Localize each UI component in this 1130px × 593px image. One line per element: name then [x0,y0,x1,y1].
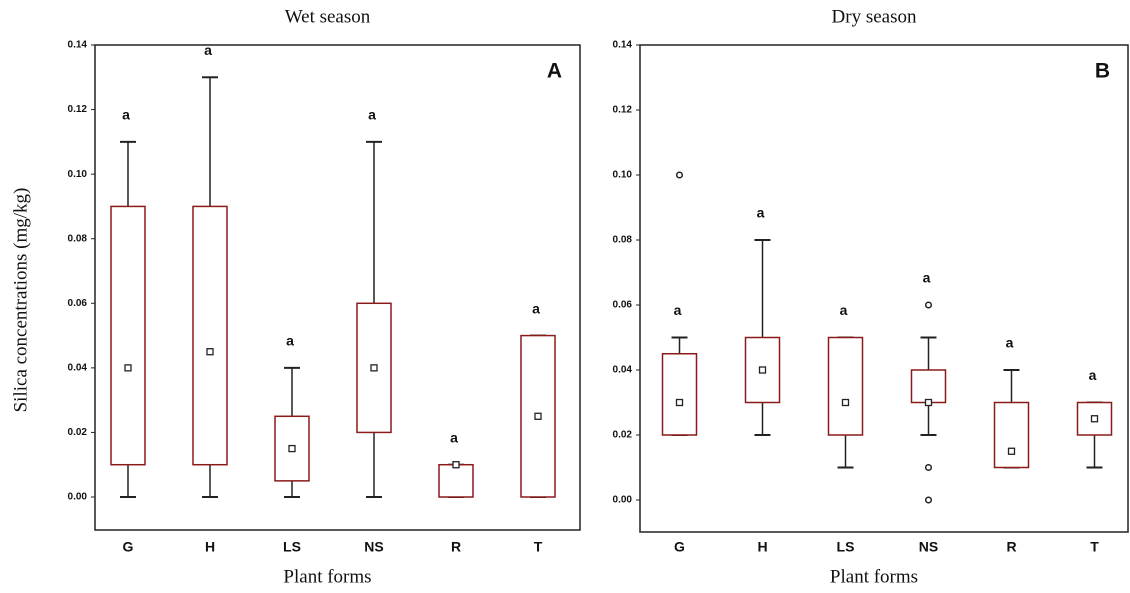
box [192,205,228,466]
x-tick-label: NS [919,539,938,555]
median-marker [534,412,542,420]
x-tick-label: H [205,539,215,555]
median-marker [675,398,684,407]
x-tick-label: G [123,539,134,555]
median-marker [288,444,296,453]
group-letter: a [122,107,130,123]
box [827,336,864,436]
group-letter: a [674,302,682,318]
x-tick-label: LS [283,539,301,555]
y-tick-label: 0.12 [68,104,88,115]
group-letter: a [1006,335,1014,351]
y-tick-label: 0.08 [68,233,88,244]
x-tick-label: T [534,539,543,555]
plot-frame [94,44,581,531]
y-tick-label: 0.02 [613,430,633,441]
x-tick-label: R [451,539,461,555]
y-tick-label: 0.06 [613,300,633,311]
box [661,353,698,436]
y-tick-label: 0.14 [613,40,633,51]
median-marker [924,398,933,407]
y-tick-label: 0.10 [68,169,88,180]
x-tick-label: G [674,539,685,555]
group-letter: a [204,42,212,58]
plot-frame [639,44,1129,533]
box [438,463,474,498]
y-tick-label: 0.10 [613,170,633,181]
median-marker [1090,415,1099,423]
y-tick-label: 0.02 [68,427,88,438]
box [993,401,1030,469]
x-tick-label: H [757,539,767,555]
y-tick-label: 0.00 [613,495,633,506]
median-marker [841,398,850,407]
panel-label: A [547,60,562,83]
group-letter: a [532,300,540,316]
box [110,205,146,466]
median-marker [206,348,214,356]
x-axis-label: Plant forms [830,566,918,587]
median-marker [124,364,132,372]
y-tick-label: 0.06 [68,298,88,309]
group-letter: a [1089,367,1097,383]
y-tick-label: 0.12 [613,105,633,116]
median-marker [370,364,378,372]
x-tick-label: R [1006,539,1016,555]
box [910,369,947,404]
x-tick-label: T [1090,539,1099,555]
outlier [675,171,684,179]
outlier [924,463,933,472]
y-tick-label: 0.14 [68,40,88,51]
y-tick-label: 0.08 [613,235,633,246]
group-letter: a [923,270,931,286]
group-letter: a [757,205,765,221]
y-tick-label: 0.04 [68,362,88,373]
chart-title: Dry season [832,6,917,27]
group-letter: a [840,302,848,318]
group-letter: a [286,333,294,349]
x-tick-label: LS [837,539,855,555]
y-axis-label: Silica concentrations (mg/kg) [10,188,31,413]
group-letter: a [368,107,376,123]
x-axis-label: Plant forms [283,566,371,587]
outlier [924,301,933,309]
median-marker [452,461,460,469]
y-tick-label: 0.00 [68,492,88,503]
outlier [924,496,933,504]
median-marker [758,366,767,374]
panel-label: B [1095,60,1110,83]
median-marker [1007,447,1016,455]
x-tick-label: NS [364,539,383,555]
chart-title: Wet season [285,6,371,27]
y-tick-label: 0.04 [613,365,633,376]
group-letter: a [450,429,458,445]
